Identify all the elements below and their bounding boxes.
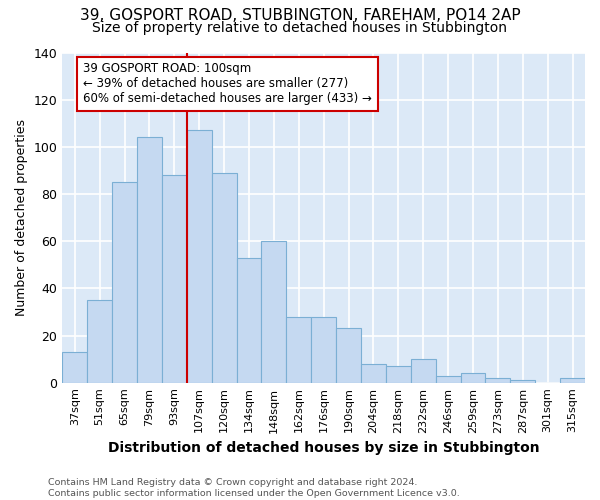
Text: 39, GOSPORT ROAD, STUBBINGTON, FAREHAM, PO14 2AP: 39, GOSPORT ROAD, STUBBINGTON, FAREHAM, … [80, 8, 520, 22]
Bar [560, 378, 585, 382]
Y-axis label: Number of detached properties: Number of detached properties [15, 119, 28, 316]
Bar [62, 352, 87, 382]
Bar [236, 258, 262, 382]
Bar [461, 373, 485, 382]
Bar [436, 376, 461, 382]
Bar [361, 364, 386, 382]
Text: Size of property relative to detached houses in Stubbington: Size of property relative to detached ho… [92, 21, 508, 35]
X-axis label: Distribution of detached houses by size in Stubbington: Distribution of detached houses by size … [108, 441, 539, 455]
Bar [262, 241, 286, 382]
Bar [511, 380, 535, 382]
Text: Contains HM Land Registry data © Crown copyright and database right 2024.
Contai: Contains HM Land Registry data © Crown c… [48, 478, 460, 498]
Bar [286, 316, 311, 382]
Bar [212, 173, 236, 382]
Text: 39 GOSPORT ROAD: 100sqm
← 39% of detached houses are smaller (277)
60% of semi-d: 39 GOSPORT ROAD: 100sqm ← 39% of detache… [83, 62, 372, 106]
Bar [311, 316, 336, 382]
Bar [112, 182, 137, 382]
Bar [485, 378, 511, 382]
Bar [386, 366, 411, 382]
Bar [137, 138, 162, 382]
Bar [87, 300, 112, 382]
Bar [411, 359, 436, 382]
Bar [162, 175, 187, 382]
Bar [187, 130, 212, 382]
Bar [336, 328, 361, 382]
